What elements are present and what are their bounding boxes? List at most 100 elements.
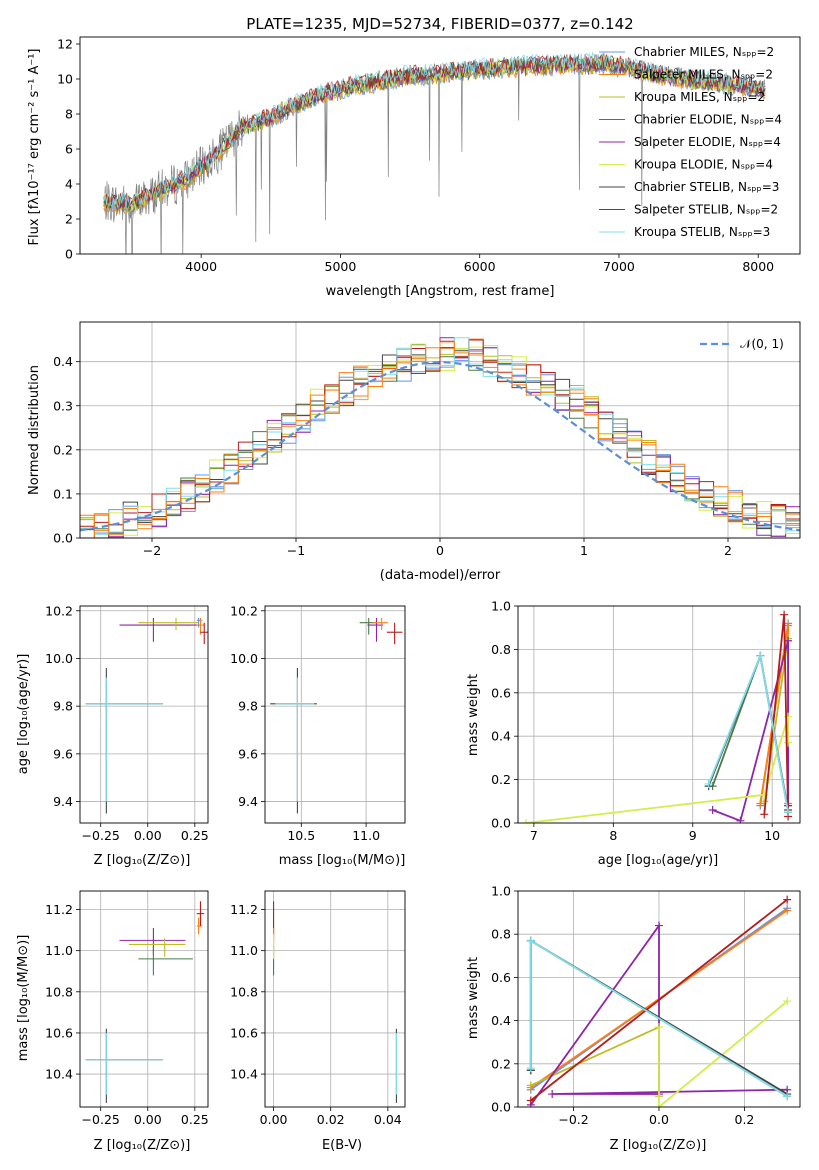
y-tick-label: 10.2 <box>45 603 73 618</box>
weight-marker <box>783 997 792 1006</box>
weight-marker <box>704 779 713 788</box>
x-tick-label: −0.2 <box>558 1112 588 1127</box>
x-tick-label: −2 <box>143 543 161 558</box>
weight-marker <box>783 1092 792 1101</box>
x-tick-label: 5000 <box>325 259 357 274</box>
axes-frame <box>517 890 801 1108</box>
weight-line <box>658 1000 788 1107</box>
y-tick-label: 10.6 <box>230 1025 258 1040</box>
y-tick-label: 9.8 <box>53 699 73 714</box>
weight-marker <box>708 805 717 814</box>
x-tick-label: 0.2 <box>735 1112 755 1127</box>
wage-xlabel: age [log₁₀(age/yr)] <box>598 853 719 868</box>
x-tick-label: 8 <box>609 828 617 843</box>
y-tick-label: 2 <box>65 212 73 227</box>
weight-marker <box>780 610 789 619</box>
y-tick-label: 0 <box>65 247 73 262</box>
y-tick-label: 0.4 <box>491 729 511 744</box>
residual-hists <box>80 337 800 538</box>
y-tick-label: 4 <box>65 177 73 192</box>
spectrum-lines <box>103 51 766 254</box>
y-tick-label: 11.2 <box>230 902 258 917</box>
errorbar-group <box>85 901 205 1103</box>
residuals-panel: (data-model)/error Normed distribution 𝒩… <box>27 321 801 583</box>
spectrum-ylabel: Flux [fλ10⁻¹⁷ erg cm⁻² s⁻¹ A⁻¹] <box>27 49 42 246</box>
axes-frame <box>517 605 801 824</box>
y-tick-label: 0.4 <box>491 1013 511 1028</box>
weight-marker <box>784 621 793 630</box>
mZ-xlabel: Z [log₁₀(Z/Z⊙)] <box>94 1138 191 1153</box>
y-tick-label: 1.0 <box>491 884 511 899</box>
weight-marker <box>655 921 663 930</box>
x-tick-label: 0.00 <box>134 1112 162 1127</box>
x-tick-label: 11.0 <box>352 828 380 843</box>
wZ-ylabel: mass weight <box>466 957 481 1039</box>
weight-marker <box>783 906 792 915</box>
mebv-xlabel: E(B-V) <box>322 1138 362 1153</box>
y-tick-label: 10.0 <box>230 651 258 666</box>
weight-marker <box>760 810 769 819</box>
mass-vs-ebv-panel: E(B-V) 0.00 0.02 0.04 10.4 10.6 10.8 11.0 11.2 <box>230 890 406 1153</box>
y-tick-label: 0.1 <box>53 486 73 501</box>
legend-label: Salpeter MILES, Nₛₚₚ=2 <box>634 68 773 82</box>
x-tick-label: 0.0 <box>649 1112 669 1127</box>
y-tick-label: 12 <box>57 37 73 52</box>
weight-marker <box>526 1096 535 1105</box>
legend-label: Chabrier MILES, Nₛₚₚ=2 <box>634 45 774 59</box>
y-tick-label: 10.4 <box>45 1067 73 1082</box>
y-tick-label: 0.8 <box>491 927 511 942</box>
weight-marker <box>784 738 793 747</box>
age-vs-mass-panel: mass [log₁₀(M/M⊙)] 10.5 11.0 9.4 9.6 9.8 10.0… <box>230 603 406 868</box>
legend-label: Kroupa STELIB, Nₛₚₚ=3 <box>634 225 770 239</box>
weight-marker <box>655 1023 663 1032</box>
wage-ylabel: mass weight <box>466 674 481 756</box>
weight-lines <box>521 610 793 823</box>
weight-marker <box>548 1090 557 1099</box>
residual-histogram <box>80 337 800 535</box>
x-tick-label: 0.25 <box>181 1112 209 1127</box>
y-tick-label: 10.0 <box>45 651 73 666</box>
x-tick-label: 7 <box>530 828 538 843</box>
y-tick-label: 6 <box>65 142 73 157</box>
x-tick-label: −1 <box>287 543 305 558</box>
y-tick-label: 1.0 <box>491 599 511 614</box>
axes-frame <box>264 605 406 824</box>
mZ-ylabel: mass [log₁₀(M/M⊙)] <box>16 935 31 1062</box>
axes-frame <box>264 890 406 1108</box>
weight-line <box>525 716 789 823</box>
y-tick-label: 8 <box>65 107 73 122</box>
x-tick-label: −0.25 <box>82 828 120 843</box>
x-tick-label: 9 <box>689 828 697 843</box>
x-tick-label: 8000 <box>742 259 774 274</box>
model-spectrum-line <box>103 51 766 209</box>
wZ-xlabel: Z [log₁₀(Z/Z⊙)] <box>610 1138 707 1153</box>
weight-lines <box>526 895 792 1107</box>
y-tick-label: 10.8 <box>230 984 258 999</box>
x-tick-label: 0 <box>436 543 444 558</box>
residual-histogram <box>80 341 800 538</box>
y-tick-label: 0.2 <box>491 1056 511 1071</box>
weight-line <box>712 640 789 823</box>
spectrum-panel: wavelength [Angstrom, rest frame] Flux [… <box>27 37 801 299</box>
legend-label: Kroupa MILES, Nₛₚₚ=2 <box>634 90 765 104</box>
y-tick-label: 0.3 <box>53 398 73 413</box>
errorbar-group <box>273 901 397 1103</box>
y-tick-label: 9.4 <box>238 794 258 809</box>
y-tick-label: 9.8 <box>238 699 258 714</box>
weight-marker <box>526 1064 535 1073</box>
y-tick-label: 11.2 <box>45 902 73 917</box>
legend-label: Chabrier ELODIE, Nₛₚₚ=4 <box>634 113 782 127</box>
legend-label: Salpeter ELODIE, Nₛₚₚ=4 <box>634 135 781 149</box>
x-tick-label: 7000 <box>603 259 635 274</box>
y-tick-label: 9.6 <box>238 746 258 761</box>
weight-marker <box>756 799 765 808</box>
errorbar-group <box>270 617 403 814</box>
y-tick-label: 10.4 <box>230 1067 258 1082</box>
legend-label: Chabrier STELIB, Nₛₚₚ=3 <box>634 180 779 194</box>
x-tick-label: 10 <box>764 828 780 843</box>
x-tick-label: 10.5 <box>287 828 315 843</box>
legend-label: Kroupa ELODIE, Nₛₚₚ=4 <box>634 158 773 172</box>
x-tick-label: 2 <box>724 543 732 558</box>
y-tick-label: 10.8 <box>45 984 73 999</box>
mass-vs-Z-panel: Z [log₁₀(Z/Z⊙)] mass [log₁₀(M/M⊙)] −0.25… <box>16 890 209 1153</box>
